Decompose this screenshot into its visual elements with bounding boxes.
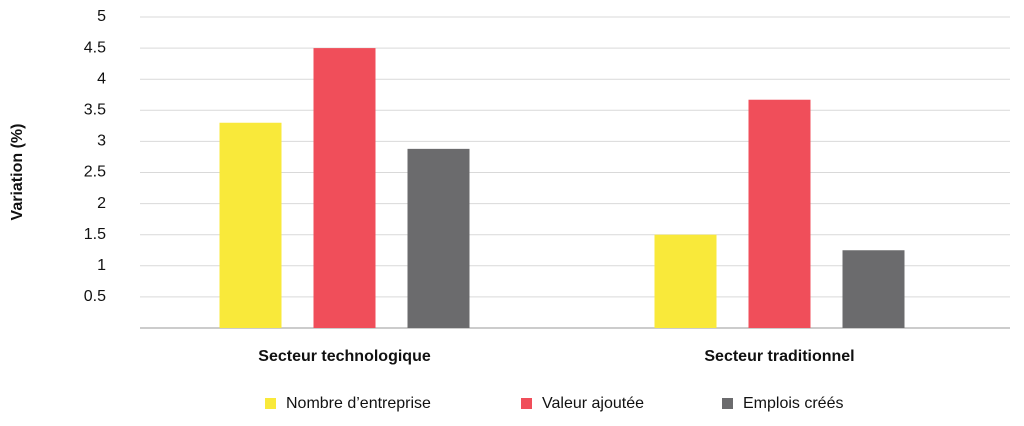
legend-label: Nombre d’entreprise (286, 395, 431, 412)
y-tick-label: 3.5 (84, 102, 106, 119)
y-tick-label: 4.5 (84, 39, 106, 56)
x-tick-label: Secteur traditionnel (704, 348, 854, 365)
bar (748, 99, 811, 328)
bar (842, 250, 905, 328)
y-tick-label: 1 (97, 257, 106, 274)
y-tick-label: 2 (97, 195, 106, 212)
bar (313, 48, 376, 328)
legend-label: Emplois créés (743, 395, 843, 412)
y-tick-label: 4 (97, 70, 106, 87)
legend-label: Valeur ajoutée (542, 395, 644, 412)
bar (219, 122, 282, 329)
y-tick-label: 3 (97, 133, 106, 150)
bar (654, 234, 717, 328)
y-tick-label: 1.5 (84, 226, 106, 243)
y-tick-label: 0.5 (84, 288, 106, 305)
legend-swatch (521, 398, 532, 409)
legend-swatch (722, 398, 733, 409)
y-tick-label: 2.5 (84, 164, 106, 181)
bar (407, 148, 470, 328)
y-tick-label: 5 (97, 8, 106, 25)
x-tick-label: Secteur technologique (258, 348, 431, 365)
legend-swatch (265, 398, 276, 409)
y-axis-label: Variation (%) (9, 124, 26, 221)
